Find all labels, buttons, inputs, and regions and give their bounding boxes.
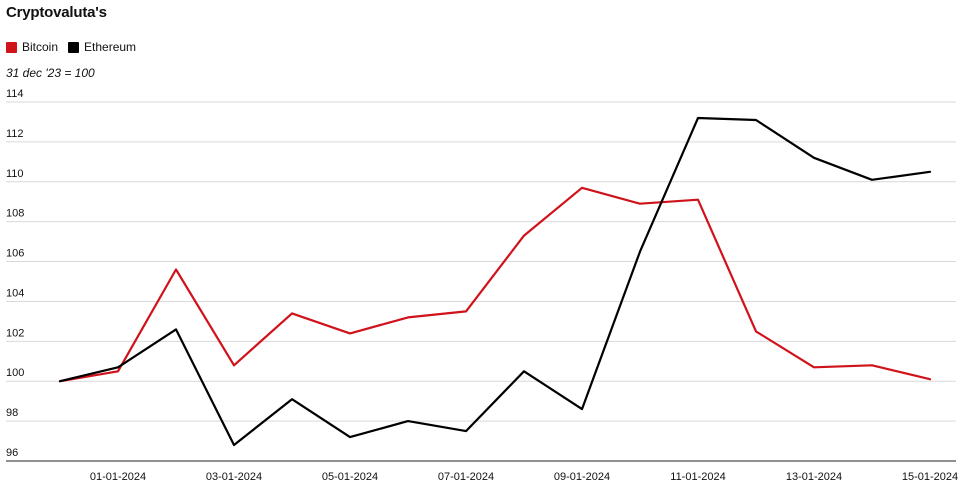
x-tick-label-01-01-2024: 01-01-2024 xyxy=(90,471,146,483)
legend-swatch-bitcoin xyxy=(6,41,17,53)
y-tick-label-106: 106 xyxy=(6,248,24,260)
x-tick-label-05-01-2024: 05-01-2024 xyxy=(322,471,378,483)
grid-lines xyxy=(6,101,956,462)
series-lines xyxy=(58,116,932,447)
x-tick-label-07-01-2024: 07-01-2024 xyxy=(438,471,494,483)
x-tick-label-15-01-2024: 15-01-2024 xyxy=(902,471,958,483)
y-tick-label-96: 96 xyxy=(6,447,18,459)
chart-subtitle: 31 dec '23 = 100 xyxy=(6,66,95,80)
x-tick-label-11-01-2024: 11-01-2024 xyxy=(670,471,725,483)
legend: Bitcoin Ethereum xyxy=(6,40,146,54)
legend-item-bitcoin: Bitcoin xyxy=(6,40,58,54)
y-tick-label-108: 108 xyxy=(6,208,24,220)
x-tick-label-13-01-2024: 13-01-2024 xyxy=(786,471,842,483)
y-tick-label-104: 104 xyxy=(6,287,24,299)
legend-label-ethereum: Ethereum xyxy=(84,40,137,54)
legend-swatch-ethereum xyxy=(68,41,80,53)
x-tick-label-09-01-2024: 09-01-2024 xyxy=(554,471,610,483)
y-tick-label-98: 98 xyxy=(6,407,18,419)
y-tick-label-110: 110 xyxy=(6,168,24,180)
y-tick-label-114: 114 xyxy=(6,88,24,100)
y-tick-label-102: 102 xyxy=(6,327,24,339)
x-axis-tick-labels: 01-01-2024 03-01-2024 05-01-2024 07-01-2024… xyxy=(90,471,958,483)
chart-title: Cryptovaluta's xyxy=(6,4,107,21)
y-tick-label-112: 112 xyxy=(6,128,24,140)
x-tick-label-03-01-2024: 03-01-2024 xyxy=(206,471,262,483)
legend-label-bitcoin: Bitcoin xyxy=(22,40,59,54)
y-axis-tick-labels: 96 98 100 102 104 106 108 110 112 114 xyxy=(6,88,24,459)
legend-item-ethereum: Ethereum xyxy=(68,40,136,54)
y-tick-label-100: 100 xyxy=(6,367,24,379)
series-line-ethereum xyxy=(58,116,932,447)
series-line-bitcoin xyxy=(58,186,932,383)
